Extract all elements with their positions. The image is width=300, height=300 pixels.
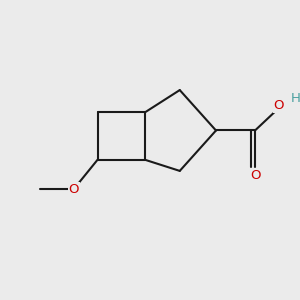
- Text: O: O: [69, 182, 79, 196]
- Text: O: O: [250, 169, 260, 182]
- Text: O: O: [273, 99, 284, 112]
- Text: H: H: [290, 92, 300, 105]
